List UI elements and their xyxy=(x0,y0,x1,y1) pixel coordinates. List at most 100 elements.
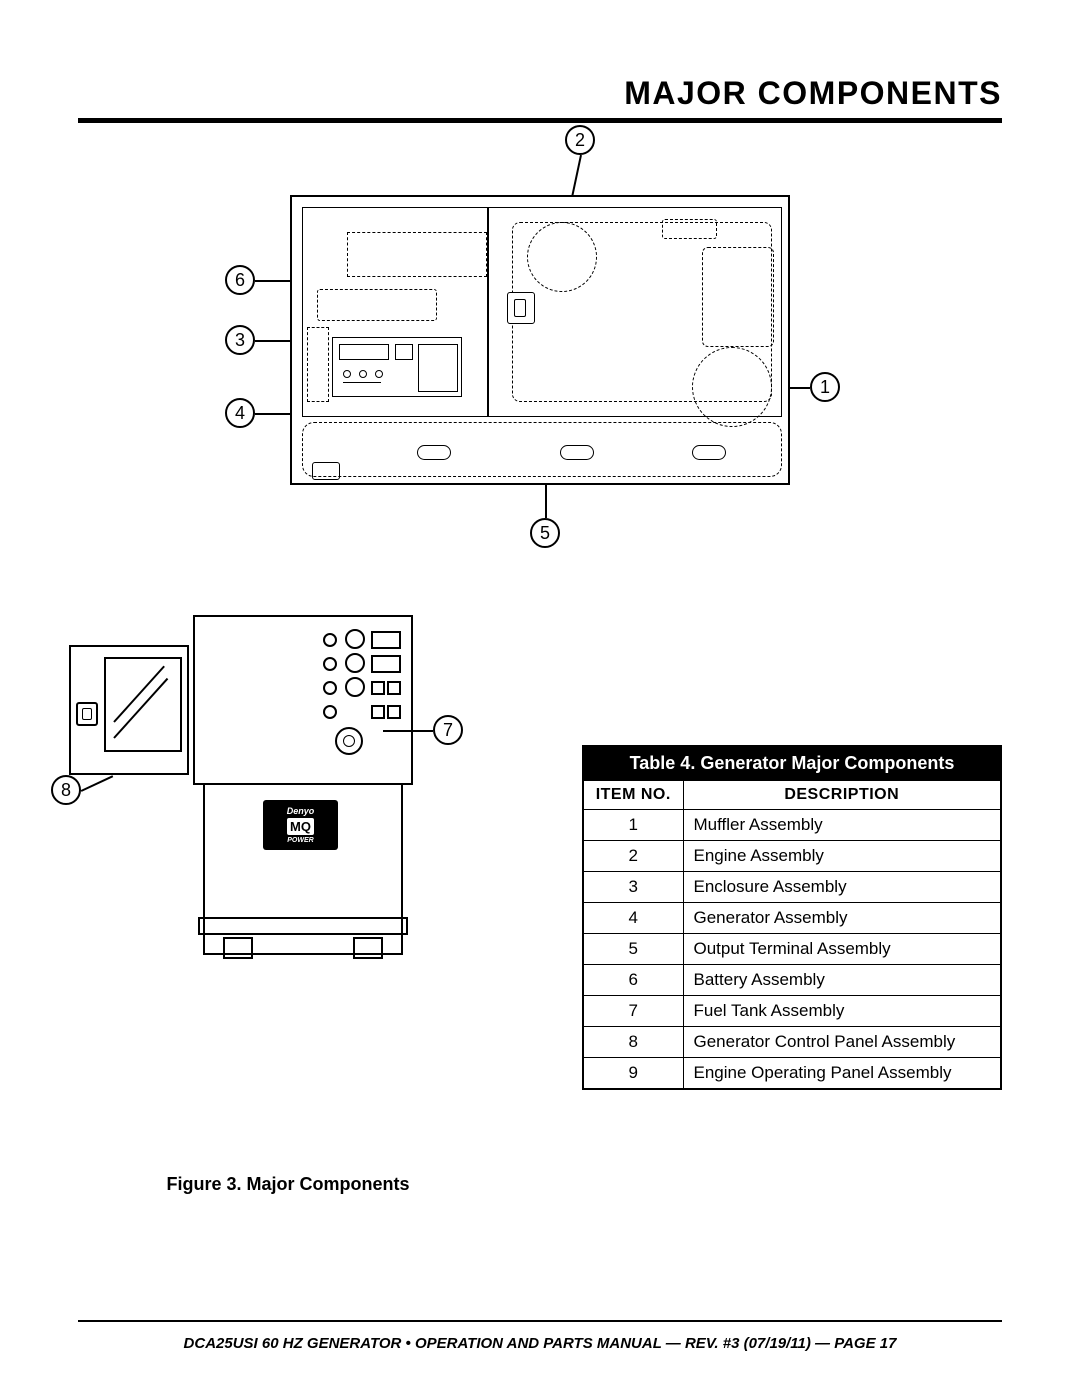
handle-inner xyxy=(82,708,92,720)
cell-desc: Battery Assembly xyxy=(683,965,1001,996)
door-glass xyxy=(104,657,182,752)
gauge-2 xyxy=(371,655,401,673)
slot-3 xyxy=(692,445,726,460)
mini-knob-3 xyxy=(375,370,383,378)
col-item-no: ITEM NO. xyxy=(583,781,683,810)
logo-line1: Denyo xyxy=(287,806,315,816)
mini-gauge-1 xyxy=(339,344,389,360)
dash-circle-2 xyxy=(692,347,772,427)
generator-enclosure xyxy=(290,195,790,485)
components-table: Table 4. Generator Major Components ITEM… xyxy=(582,745,1002,1090)
cell-desc: Engine Operating Panel Assembly xyxy=(683,1058,1001,1090)
table-row: 9Engine Operating Panel Assembly xyxy=(583,1058,1001,1090)
cell-desc: Output Terminal Assembly xyxy=(683,934,1001,965)
knob-5 xyxy=(323,681,337,695)
mini-gauge-2 xyxy=(395,344,413,360)
footer-rule xyxy=(78,1320,1002,1322)
mini-line xyxy=(343,382,381,383)
cell-num: 4 xyxy=(583,903,683,934)
mini-side-panel xyxy=(418,344,458,392)
cell-num: 1 xyxy=(583,810,683,841)
foot-left xyxy=(223,937,253,959)
brand-logo: Denyo MQ POWER xyxy=(263,800,338,850)
callout-4: 4 xyxy=(225,398,255,428)
table-row: 4Generator Assembly xyxy=(583,903,1001,934)
slot-2 xyxy=(560,445,594,460)
cell-desc: Fuel Tank Assembly xyxy=(683,996,1001,1027)
cell-num: 7 xyxy=(583,996,683,1027)
cell-num: 2 xyxy=(583,841,683,872)
dash-rect-5 xyxy=(702,247,774,347)
leader-7 xyxy=(383,730,433,732)
lower-section: Denyo MQ POWER 7 8 xyxy=(78,615,1002,1135)
table-row: 5Output Terminal Assembly xyxy=(583,934,1001,965)
page-title: MAJOR COMPONENTS xyxy=(78,75,1002,112)
callout-8: 8 xyxy=(51,775,81,805)
gauge-1 xyxy=(371,631,401,649)
leader-8 xyxy=(81,775,113,791)
slot-foot xyxy=(312,462,340,480)
cell-desc: Engine Assembly xyxy=(683,841,1001,872)
cell-num: 9 xyxy=(583,1058,683,1090)
cell-desc: Generator Control Panel Assembly xyxy=(683,1027,1001,1058)
cell-num: 8 xyxy=(583,1027,683,1058)
dash-rect-2 xyxy=(317,289,437,321)
table-row: 8Generator Control Panel Assembly xyxy=(583,1027,1001,1058)
gauge-3b xyxy=(387,681,401,695)
table-row: 7Fuel Tank Assembly xyxy=(583,996,1001,1027)
table-title: Table 4. Generator Major Components xyxy=(583,746,1001,781)
table-row: 2Engine Assembly xyxy=(583,841,1001,872)
control-panel-diagram: Denyo MQ POWER 7 8 xyxy=(63,615,443,975)
gauge-4b xyxy=(387,705,401,719)
dash-rect-3 xyxy=(307,327,329,402)
switch-inner xyxy=(514,299,526,317)
base-bar xyxy=(198,917,408,935)
footer-text: DCA25USI 60 HZ GENERATOR • OPERATION AND… xyxy=(0,1335,1080,1352)
mini-knob-2 xyxy=(359,370,367,378)
cell-num: 3 xyxy=(583,872,683,903)
dash-rect-4 xyxy=(662,219,717,239)
table-header-row: ITEM NO. DESCRIPTION xyxy=(583,781,1001,810)
mini-knob-1 xyxy=(343,370,351,378)
divider xyxy=(487,207,489,417)
logo-line3: POWER xyxy=(287,837,313,844)
glass-line-2 xyxy=(113,678,168,739)
callout-2: 2 xyxy=(565,125,595,155)
logo-line2: MQ xyxy=(287,818,314,835)
top-diagram: 2 6 3 4 1 5 xyxy=(220,135,860,555)
panel-door xyxy=(69,645,189,775)
knob-center xyxy=(343,735,355,747)
callout-3: 3 xyxy=(225,325,255,355)
center-switch xyxy=(507,292,535,324)
top-edge xyxy=(195,615,411,629)
large-knob xyxy=(335,727,363,755)
table-row: 3Enclosure Assembly xyxy=(583,872,1001,903)
cell-num: 6 xyxy=(583,965,683,996)
knob-7 xyxy=(323,705,337,719)
cell-num: 5 xyxy=(583,934,683,965)
cell-desc: Muffler Assembly xyxy=(683,810,1001,841)
callout-7: 7 xyxy=(433,715,463,745)
knob-3 xyxy=(323,657,337,671)
figure-caption: Figure 3. Major Components xyxy=(78,1174,498,1195)
knob-2 xyxy=(345,629,365,649)
callout-1: 1 xyxy=(810,372,840,402)
slot-1 xyxy=(417,445,451,460)
table-title-row: Table 4. Generator Major Components xyxy=(583,746,1001,781)
knob-6 xyxy=(345,677,365,697)
cell-desc: Generator Assembly xyxy=(683,903,1001,934)
table-row: 6Battery Assembly xyxy=(583,965,1001,996)
manual-page: MAJOR COMPONENTS 2 6 3 4 1 5 xyxy=(0,0,1080,1397)
gauge-3a xyxy=(371,681,385,695)
title-rule: MAJOR COMPONENTS xyxy=(78,75,1002,123)
glass-line-1 xyxy=(113,666,165,723)
cabinet: Denyo MQ POWER xyxy=(193,615,413,965)
components-table-wrap: Table 4. Generator Major Components ITEM… xyxy=(582,745,1002,1090)
table-row: 1Muffler Assembly xyxy=(583,810,1001,841)
knob-1 xyxy=(323,633,337,647)
callout-6: 6 xyxy=(225,265,255,295)
control-area xyxy=(323,629,409,779)
knob-4 xyxy=(345,653,365,673)
foot-right xyxy=(353,937,383,959)
door-handle xyxy=(76,702,98,726)
